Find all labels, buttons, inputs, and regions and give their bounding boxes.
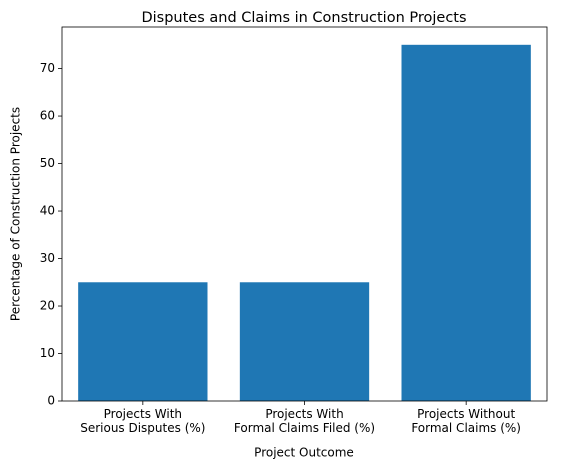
y-tick-label: 20 [40, 299, 55, 313]
x-axis-label: Project Outcome [254, 446, 354, 460]
y-tick-label: 70 [40, 61, 55, 75]
y-axis-label: Percentage of Construction Projects [9, 107, 23, 321]
chart-title: Disputes and Claims in Construction Proj… [141, 10, 466, 26]
x-tick-label: Projects Without Formal Claims (%) [411, 407, 521, 435]
plot-frame [61, 26, 548, 402]
x-tick-label: Projects With Formal Claims Filed (%) [234, 407, 375, 435]
x-tick-label: Projects With Serious Disputes (%) [80, 407, 205, 435]
y-tick-label: 50 [40, 156, 55, 170]
y-tick-label: 0 [47, 394, 55, 408]
bar [239, 282, 370, 401]
y-tick-label: 60 [40, 109, 55, 123]
bar [401, 44, 531, 402]
y-tick-label: 40 [40, 204, 55, 218]
bar [78, 282, 208, 401]
y-tick-label: 30 [40, 251, 55, 265]
y-tick-label: 10 [40, 346, 55, 360]
